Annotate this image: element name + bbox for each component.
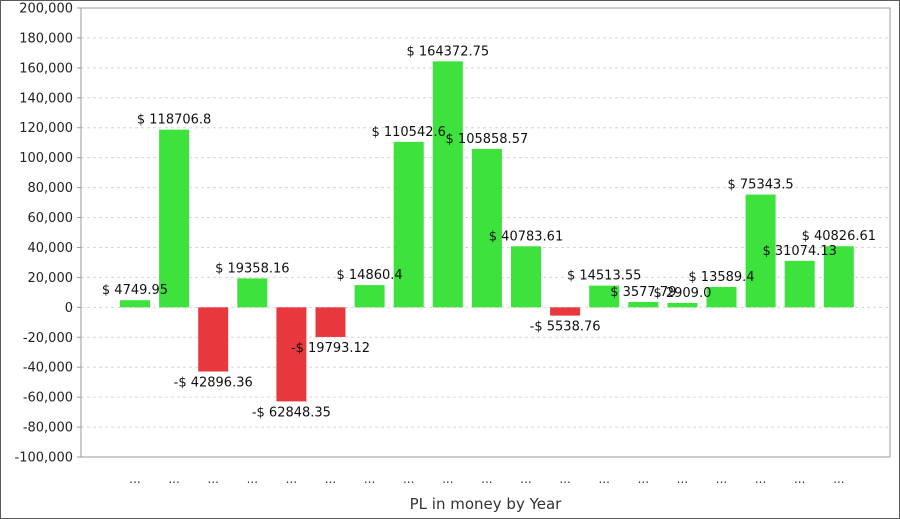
data-label: $ 110542.6 [371, 125, 445, 140]
bar [354, 285, 385, 308]
y-tick-label: -20,000 [23, 331, 73, 346]
x-tick-label: ... [677, 472, 688, 486]
plot-area [80, 7, 891, 458]
bar [120, 300, 150, 308]
data-label: -$ 5538.76 [530, 320, 601, 335]
bar [315, 307, 346, 337]
bar [198, 307, 229, 372]
bar [745, 194, 776, 308]
data-label: $ 3577.79 [610, 285, 676, 300]
y-tick-label: 40,000 [28, 241, 74, 256]
x-axis: ........................................… [129, 472, 844, 486]
data-label: $ 40783.61 [489, 229, 563, 244]
y-tick-label: 20,000 [28, 271, 74, 286]
data-label: $ 118706.8 [137, 113, 211, 128]
bar [276, 307, 307, 402]
y-tick-label: -100,000 [15, 451, 73, 466]
x-tick-label: ... [638, 472, 649, 486]
bar [393, 141, 424, 308]
y-tick-label: 180,000 [19, 31, 73, 46]
x-tick-label: ... [442, 472, 453, 486]
data-label: -$ 42896.36 [174, 376, 253, 391]
data-labels: $ 4749.95 $ 118706.8 -$ 42896.36 $ 19358.16… [102, 44, 876, 420]
x-axis-label: PL in money by Year [410, 495, 563, 513]
x-tick-label: ... [716, 472, 727, 486]
data-label: $ 14860.4 [337, 268, 403, 283]
x-tick-label: ... [833, 472, 844, 486]
data-label: $ 2909.0 [653, 286, 711, 301]
x-tick-label: ... [247, 472, 258, 486]
bar [159, 129, 190, 308]
x-tick-label: ... [325, 472, 336, 486]
y-axis: -100,000 -80,000 -60,000 -40,000 -20,000 0 20,… [15, 2, 81, 466]
data-label: $ 14513.55 [567, 269, 641, 284]
data-label: $ 75343.5 [728, 178, 794, 193]
data-label: $ 4749.95 [102, 283, 168, 298]
data-label: $ 13589.4 [688, 270, 754, 285]
x-tick-label: ... [481, 472, 492, 486]
x-tick-label: ... [755, 472, 766, 486]
bar [784, 260, 815, 308]
x-tick-label: ... [207, 472, 218, 486]
data-label: -$ 19793.12 [291, 341, 370, 356]
bar [550, 307, 581, 316]
bar [667, 302, 698, 308]
x-tick-label: ... [559, 472, 570, 486]
x-tick-label: ... [364, 472, 375, 486]
y-tick-label: 80,000 [28, 181, 74, 196]
bar [706, 286, 737, 308]
y-tick-label: 200,000 [19, 2, 73, 17]
bar [511, 246, 541, 308]
x-tick-label: ... [286, 472, 297, 486]
bar [628, 301, 659, 308]
data-label: -$ 62848.35 [252, 405, 331, 420]
y-tick-label: -40,000 [23, 361, 73, 376]
y-tick-label: -60,000 [23, 391, 73, 406]
data-label: $ 164372.75 [406, 44, 489, 59]
x-tick-label: ... [129, 472, 140, 486]
data-label: $ 40826.61 [802, 229, 876, 244]
x-tick-label: ... [520, 472, 531, 486]
x-tick-label: ... [794, 472, 805, 486]
bars [120, 61, 854, 402]
y-tick-label: 60,000 [28, 211, 74, 226]
bar [823, 246, 854, 308]
x-tick-label: ... [403, 472, 414, 486]
x-tick-label: ... [168, 472, 179, 486]
y-tick-label: 140,000 [19, 91, 73, 106]
y-tick-label: 0 [65, 301, 73, 316]
data-label: $ 105858.57 [446, 132, 529, 147]
y-tick-label: 120,000 [19, 121, 73, 136]
bar [432, 61, 463, 308]
bar [471, 148, 502, 308]
bar [589, 285, 620, 308]
y-tick-label: 100,000 [19, 151, 73, 166]
y-tick-label: 160,000 [19, 61, 73, 76]
y-tick-label: -80,000 [23, 421, 73, 436]
data-label: $ 19358.16 [215, 261, 289, 276]
x-tick-label: ... [598, 472, 609, 486]
bar [237, 278, 268, 308]
data-label: $ 31074.13 [762, 244, 836, 259]
